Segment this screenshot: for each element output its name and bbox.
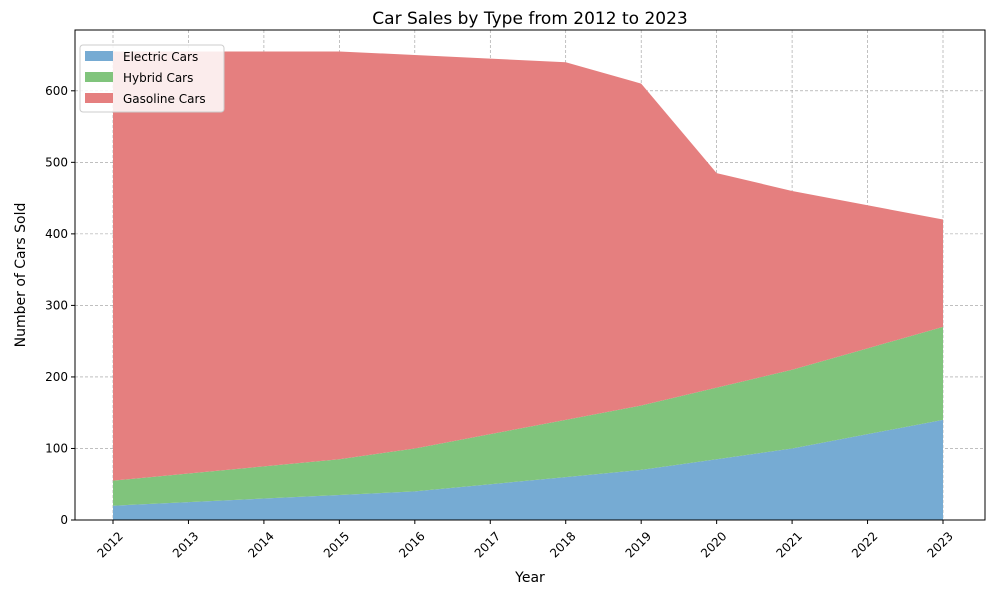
y-tick-label: 500 bbox=[45, 155, 68, 169]
legend-label-gasoline-cars: Gasoline Cars bbox=[123, 92, 206, 106]
area-electric-cars bbox=[113, 419, 943, 520]
legend-label-hybrid-cars: Hybrid Cars bbox=[123, 71, 193, 85]
y-tick-label: 0 bbox=[60, 513, 68, 527]
legend-swatch-gasoline-cars bbox=[85, 93, 113, 103]
legend-frame bbox=[79, 44, 225, 113]
area-series-group bbox=[113, 51, 943, 520]
area-hybrid-cars bbox=[113, 326, 943, 506]
y-tick-label: 100 bbox=[45, 441, 68, 455]
y-tick-label: 200 bbox=[45, 370, 68, 384]
y-axis: 0 100 200 300 400 500 600 bbox=[45, 84, 75, 527]
y-tick-label: 300 bbox=[45, 298, 68, 312]
area-gasoline-cars bbox=[113, 51, 943, 481]
y-tick-label: 400 bbox=[45, 227, 68, 241]
legend-swatch-hybrid-cars bbox=[85, 72, 113, 82]
y-tick-label: 600 bbox=[45, 84, 68, 98]
legend-swatch-electric-cars bbox=[85, 51, 113, 61]
chart-title: Car Sales by Type from 2012 to 2023 bbox=[372, 9, 687, 29]
x-axis-label: Year bbox=[514, 570, 545, 586]
plot-frame bbox=[74, 29, 986, 521]
y-axis-label: Number of Cars Sold bbox=[13, 203, 29, 348]
legend: Electric Cars Hybrid Cars Gasoline Cars bbox=[79, 44, 225, 113]
legend-label-electric-cars: Electric Cars bbox=[123, 50, 198, 64]
